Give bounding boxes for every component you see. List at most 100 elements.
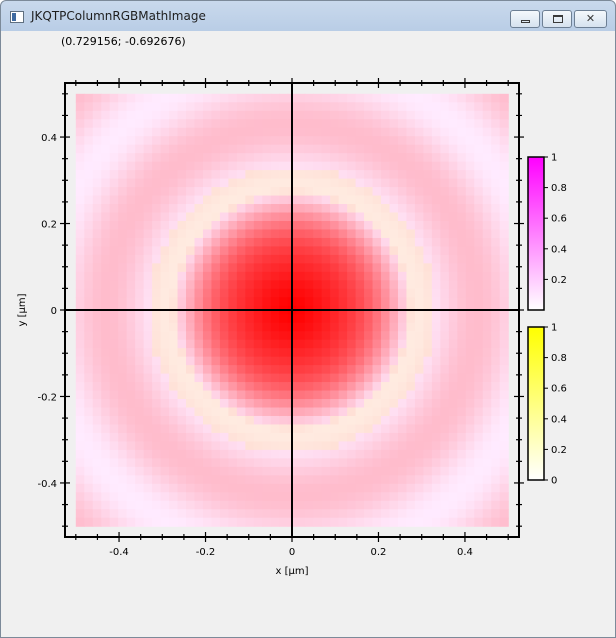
image-pixel — [177, 119, 187, 129]
image-pixel — [355, 280, 365, 290]
image-pixel — [253, 314, 263, 324]
image-pixel — [219, 348, 230, 358]
image-pixel — [296, 178, 306, 188]
image-pixel — [389, 288, 399, 298]
image-pixel — [84, 475, 94, 485]
image-pixel — [84, 390, 94, 400]
image-pixel — [253, 331, 263, 341]
image-pixel — [109, 178, 119, 188]
image-pixel — [381, 483, 391, 493]
image-pixel — [92, 229, 102, 239]
image-pixel — [440, 204, 450, 214]
title-bar[interactable]: JKQTPColumnRGBMathImage ✕ — [1, 1, 615, 31]
image-pixel — [169, 144, 179, 154]
image-pixel — [406, 229, 416, 239]
image-pixel — [372, 297, 382, 307]
image-pixel — [135, 280, 145, 290]
image-pixel — [92, 153, 102, 163]
image-pixel — [143, 127, 153, 137]
image-pixel — [448, 382, 458, 392]
image-pixel — [381, 136, 391, 146]
image-pixel — [406, 441, 416, 451]
close-button[interactable]: ✕ — [574, 10, 607, 28]
image-pixel — [389, 356, 399, 366]
image-pixel — [169, 127, 179, 137]
image-pixel — [211, 288, 221, 298]
image-pixel — [109, 500, 119, 510]
image-pixel — [491, 339, 501, 349]
image-pixel — [389, 170, 399, 180]
image-pixel — [135, 144, 145, 154]
image-pixel — [84, 483, 94, 493]
y-tick-labels: 0.40.20-0.2-0.4 — [37, 133, 57, 490]
image-pixel — [389, 466, 399, 476]
image-pixel — [431, 441, 441, 451]
image-pixel — [84, 500, 94, 510]
image-pixel — [499, 110, 509, 120]
image-pixel — [330, 280, 340, 290]
image-pixel — [389, 390, 399, 400]
image-pixel — [321, 220, 331, 231]
image-pixel — [372, 288, 382, 298]
image-pixel — [92, 517, 102, 527]
image-pixel — [465, 339, 475, 349]
image-pixel — [364, 509, 374, 519]
image-pixel — [313, 229, 323, 239]
image-pixel — [448, 407, 458, 417]
image-pixel — [152, 322, 162, 332]
image-pixel — [330, 212, 340, 222]
image-pixel — [448, 449, 458, 459]
image-pixel — [109, 102, 119, 112]
image-pixel — [431, 314, 441, 324]
image-pixel — [211, 161, 221, 171]
image-pixel — [474, 161, 484, 171]
image-pixel — [431, 280, 441, 290]
image-pixel — [457, 178, 467, 188]
image-pixel — [440, 153, 450, 163]
y-axis-label: y [µm] — [17, 293, 28, 326]
image-pixel — [406, 170, 416, 180]
image-pixel — [84, 229, 94, 239]
image-pixel — [126, 170, 136, 180]
image-pixel — [84, 441, 94, 451]
image-pixel — [465, 373, 475, 383]
image-pixel — [109, 509, 119, 519]
image-pixel — [253, 356, 263, 366]
image-pixel — [152, 271, 162, 281]
image-pixel — [211, 339, 221, 349]
image-pixel — [219, 144, 230, 154]
image-pixel — [253, 127, 263, 137]
image-pixel — [126, 382, 136, 392]
maximize-button[interactable] — [542, 10, 572, 28]
image-pixel — [448, 263, 458, 273]
image-pixel — [211, 373, 221, 383]
image-pixel — [304, 288, 314, 298]
image-pixel — [330, 339, 340, 349]
image-pixel — [372, 254, 382, 264]
image-pixel — [474, 263, 484, 273]
image-pixel — [465, 449, 475, 459]
image-pixel — [296, 458, 306, 468]
image-pixel — [448, 356, 458, 366]
image-pixel — [372, 458, 382, 468]
image-pixel — [321, 144, 331, 154]
image-pixel — [202, 382, 213, 392]
image-pixel — [194, 331, 204, 341]
x-tick-label: -0.4 — [109, 547, 129, 558]
image-pixel — [381, 288, 391, 298]
image-pixel — [245, 297, 255, 307]
image-pixel — [279, 449, 289, 459]
image-pixel — [152, 509, 162, 519]
image-pixel — [194, 237, 204, 248]
x-axis-label: x [µm] — [275, 566, 308, 577]
image-pixel — [338, 331, 348, 341]
image-pixel — [186, 280, 196, 290]
image-pixel — [135, 348, 145, 358]
image-pixel — [448, 271, 458, 281]
image-pixel — [135, 339, 145, 349]
image-pixel — [75, 144, 85, 154]
image-pixel — [440, 348, 450, 358]
minimize-button[interactable] — [510, 10, 540, 28]
image-pixel — [482, 509, 492, 519]
